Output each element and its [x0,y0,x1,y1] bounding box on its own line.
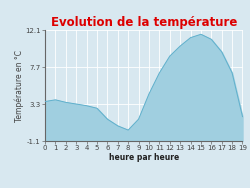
Title: Evolution de la température: Evolution de la température [50,16,237,29]
Y-axis label: Température en °C: Température en °C [14,50,24,121]
X-axis label: heure par heure: heure par heure [108,152,179,161]
